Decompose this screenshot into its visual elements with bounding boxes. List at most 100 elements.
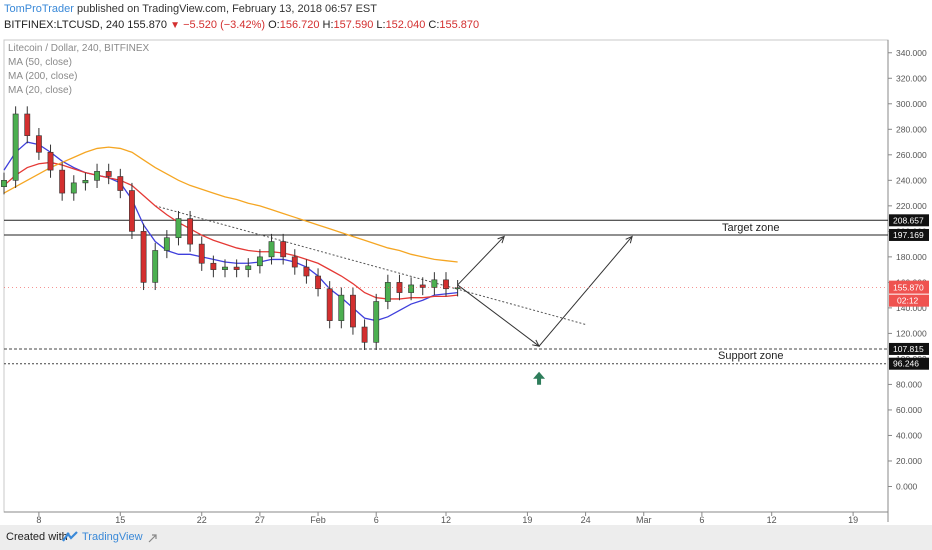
y-tick-label: 280.000 — [896, 124, 927, 134]
legend-ma20[interactable]: MA (20, close) — [8, 85, 72, 96]
candle[interactable] — [268, 241, 275, 258]
ohlc-high-label: H: — [322, 19, 334, 31]
candle[interactable] — [105, 171, 112, 177]
candle[interactable] — [303, 266, 310, 277]
symbol-interval: BITFINEX:LTCUSD, 240 — [4, 19, 125, 31]
candle[interactable] — [175, 218, 182, 239]
countdown-label: 02:12 — [897, 296, 919, 306]
ma50-line[interactable] — [3, 161, 458, 300]
candle[interactable] — [129, 190, 135, 232]
y-tick-label: 40.000 — [896, 430, 922, 440]
candle[interactable] — [443, 279, 449, 290]
candle[interactable] — [326, 288, 333, 321]
candle[interactable] — [198, 243, 205, 264]
level-price-badge — [889, 342, 929, 355]
support-up-arrow-icon — [533, 371, 546, 385]
level-price-badge — [889, 214, 929, 227]
level-price-badge — [889, 357, 929, 370]
last-price: 155.870 — [127, 19, 168, 31]
x-tick-label: 6 — [699, 515, 704, 525]
y-tick-label: 220.000 — [896, 201, 927, 211]
candle[interactable] — [315, 275, 321, 290]
x-tick-label: 27 — [255, 515, 265, 525]
published-text: published on TradingView.com, February 1… — [76, 3, 377, 15]
x-tick-label: 19 — [522, 515, 532, 525]
candle[interactable] — [245, 265, 252, 270]
x-tick-label: 22 — [197, 515, 207, 525]
candle[interactable] — [408, 284, 415, 293]
external-link-icon[interactable] — [148, 533, 158, 543]
x-tick-label: Feb — [310, 515, 326, 525]
candle[interactable] — [256, 256, 263, 267]
symbol-info: BITFINEX:LTCUSD, 240 155.870 ▼ −5.520 (−… — [4, 19, 479, 31]
candle[interactable] — [70, 182, 77, 194]
legend-title: Litecoin / Dollar, 240, BITFINEX — [8, 43, 150, 54]
y-tick-label: 180.000 — [896, 252, 927, 262]
level-price-label: 197.169 — [893, 230, 924, 240]
projection-path[interactable] — [457, 236, 505, 286]
candle[interactable] — [152, 250, 159, 283]
candle[interactable] — [1, 180, 7, 188]
candle[interactable] — [373, 301, 380, 343]
legend-ma200[interactable]: MA (200, close) — [8, 71, 78, 82]
y-tick-label: 0.000 — [896, 481, 918, 491]
legend-ma50[interactable]: MA (50, close) — [8, 57, 72, 68]
candle[interactable] — [361, 326, 368, 343]
x-tick-label: 8 — [36, 515, 41, 525]
candle[interactable] — [117, 176, 124, 191]
y-tick-label: 80.000 — [896, 379, 922, 389]
candle[interactable] — [35, 135, 42, 153]
descending-trendline[interactable] — [155, 205, 586, 325]
candle[interactable] — [233, 266, 240, 270]
x-tick-label: 15 — [115, 515, 125, 525]
candle[interactable] — [187, 218, 194, 245]
author-link[interactable]: TomProTrader — [4, 3, 74, 15]
x-tick-label: 19 — [848, 515, 858, 525]
y-tick-label: 60.000 — [896, 405, 922, 415]
candle[interactable] — [291, 256, 298, 268]
candle[interactable] — [222, 266, 228, 270]
price-change: −5.520 (−3.42%) — [183, 19, 266, 31]
arrowhead — [497, 235, 505, 244]
candle[interactable] — [82, 180, 89, 184]
candle[interactable] — [384, 282, 391, 302]
y-tick-label: 320.000 — [896, 73, 927, 83]
current-price-badge — [889, 280, 929, 294]
tradingview-brand[interactable]: TradingView — [82, 531, 143, 543]
ohlc-open-value: 156.720 — [279, 19, 320, 31]
ohlc-low-value: 152.040 — [385, 19, 426, 31]
candle[interactable] — [163, 237, 170, 251]
candle[interactable] — [280, 241, 287, 258]
candle[interactable] — [47, 151, 54, 171]
support-zone-label: Support zone — [718, 350, 783, 362]
candle[interactable] — [350, 294, 356, 328]
created-with-text: Created with — [6, 531, 68, 543]
price-chart[interactable]: 0.00020.00040.00060.00080.000100.000120.… — [0, 38, 932, 525]
candle[interactable] — [338, 294, 345, 321]
candle[interactable] — [431, 279, 438, 288]
y-tick-label: 140.000 — [896, 303, 927, 313]
candle[interactable] — [419, 284, 426, 288]
candle[interactable] — [210, 262, 217, 270]
tradingview-logo-icon[interactable] — [62, 531, 78, 543]
level-price-badge — [889, 228, 929, 241]
down-arrow-icon: ▼ — [170, 20, 181, 31]
y-tick-label: 260.000 — [896, 150, 927, 160]
ohlc-open-label: O: — [268, 19, 280, 31]
chart-header: TomProTrader published on TradingView.co… — [0, 0, 932, 40]
candle[interactable] — [94, 171, 100, 181]
candle[interactable] — [12, 113, 19, 181]
ohlc-low-label: L: — [376, 19, 386, 31]
y-tick-label: 340.000 — [896, 48, 927, 58]
ohlc-close-value: 155.870 — [439, 19, 480, 31]
candle[interactable] — [454, 287, 461, 290]
ma200-line[interactable] — [3, 146, 458, 263]
candle[interactable] — [59, 169, 66, 194]
candle[interactable] — [396, 282, 403, 293]
candle[interactable] — [24, 113, 31, 136]
candle[interactable] — [140, 231, 147, 283]
arrowhead — [625, 235, 633, 244]
y-tick-label: 20.000 — [896, 456, 922, 466]
y-tick-label: 300.000 — [896, 99, 927, 109]
x-tick-label: 6 — [374, 515, 379, 525]
